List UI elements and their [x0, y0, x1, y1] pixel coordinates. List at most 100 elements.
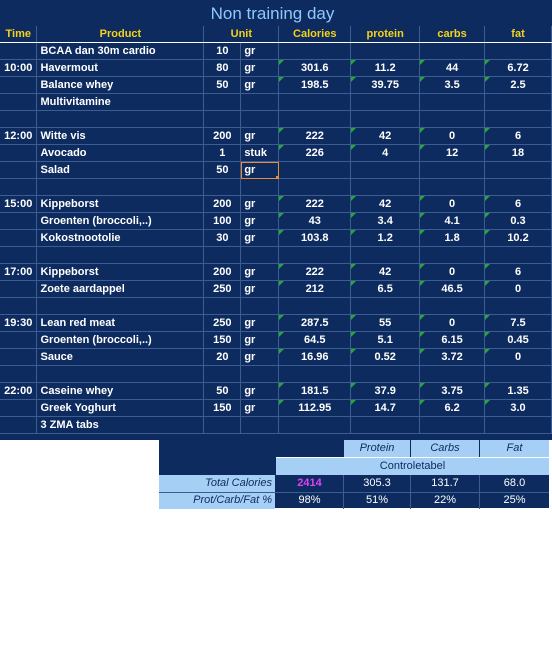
cell-fat[interactable]: 7.5	[484, 314, 552, 332]
cell-quantity[interactable]	[203, 93, 242, 111]
cell-unit[interactable]	[240, 297, 280, 315]
cell-protein[interactable]	[350, 365, 421, 383]
cell-unit[interactable]: gr	[240, 399, 280, 417]
cell-carbs[interactable]: 12	[419, 144, 486, 162]
cell-product[interactable]: Sauce	[36, 348, 205, 366]
cell-fat[interactable]: 6	[484, 263, 552, 281]
cell-unit[interactable]: gr	[240, 161, 280, 179]
cell-product[interactable]: Kippeborst	[36, 195, 205, 213]
cell-calories[interactable]: 198.5	[278, 76, 352, 94]
col-header-carbs[interactable]: carbs	[419, 26, 486, 43]
cell-product[interactable]: Kippeborst	[36, 263, 205, 281]
cell-calories[interactable]	[278, 297, 352, 315]
cell-protein[interactable]: 42	[350, 127, 421, 145]
cell-product[interactable]: Greek Yoghurt	[36, 399, 205, 417]
cell-calories[interactable]: 181.5	[278, 382, 352, 400]
total-protein-value[interactable]: 305.3	[363, 477, 391, 489]
cell-quantity[interactable]: 100	[203, 212, 242, 230]
cell-protein[interactable]	[350, 93, 421, 111]
cell-quantity[interactable]: 10	[203, 42, 242, 60]
cell-unit[interactable]	[240, 416, 280, 434]
cell-carbs[interactable]: 0	[419, 127, 486, 145]
cell-time[interactable]	[0, 42, 38, 60]
cell-protein[interactable]: 42	[350, 195, 421, 213]
cell-quantity[interactable]: 200	[203, 263, 242, 281]
cell-time[interactable]: 19:30	[0, 314, 38, 332]
cell-product[interactable]: Caseine whey	[36, 382, 205, 400]
cell-time[interactable]	[0, 348, 38, 366]
cell-carbs[interactable]: 3.75	[419, 382, 486, 400]
pct-total-value[interactable]: 98%	[298, 494, 321, 506]
cell-calories[interactable]	[278, 93, 352, 111]
cell-quantity[interactable]: 250	[203, 280, 242, 298]
cell-calories[interactable]	[278, 178, 352, 196]
cell-product[interactable]	[36, 246, 205, 264]
cell-calories[interactable]: 222	[278, 127, 352, 145]
cell-quantity[interactable]: 50	[203, 161, 242, 179]
cell-calories[interactable]: 103.8	[278, 229, 352, 247]
cell-fat[interactable]: 0.45	[484, 331, 552, 349]
cell-time[interactable]: 15:00	[0, 195, 38, 213]
cell-carbs[interactable]: 6.15	[419, 331, 486, 349]
cell-product[interactable]	[36, 110, 205, 128]
pct-fat-value[interactable]: 25%	[503, 494, 526, 506]
cell-quantity[interactable]	[203, 178, 242, 196]
cell-product[interactable]: Witte vis	[36, 127, 205, 145]
cell-carbs[interactable]: 1.8	[419, 229, 486, 247]
cell-product[interactable]: Groenten (broccoli,..)	[36, 331, 205, 349]
cell-unit[interactable]	[240, 365, 280, 383]
cell-calories[interactable]: 287.5	[278, 314, 352, 332]
cell-carbs[interactable]	[419, 42, 486, 60]
cell-unit[interactable]	[240, 246, 280, 264]
cell-product[interactable]: Avocado	[36, 144, 205, 162]
cell-calories[interactable]: 112.95	[278, 399, 352, 417]
cell-fat[interactable]	[484, 42, 552, 60]
cell-product[interactable]	[36, 297, 205, 315]
cell-calories[interactable]: 301.6	[278, 59, 352, 77]
cell-unit[interactable]: gr	[240, 42, 280, 60]
cell-fat[interactable]	[484, 161, 552, 179]
cell-product[interactable]: Salad	[36, 161, 205, 179]
cell-fat[interactable]	[484, 297, 552, 315]
cell-calories[interactable]: 16.96	[278, 348, 352, 366]
cell-carbs[interactable]: 0	[419, 263, 486, 281]
pct-label[interactable]: Prot/Carb/Fat %	[159, 492, 275, 509]
cell-unit[interactable]: gr	[240, 127, 280, 145]
cell-unit[interactable]: gr	[240, 59, 280, 77]
cell-protein[interactable]: 0.52	[350, 348, 421, 366]
cell-calories[interactable]	[278, 161, 352, 179]
cell-unit[interactable]: gr	[240, 348, 280, 366]
cell-time[interactable]	[0, 76, 38, 94]
cell-unit[interactable]: gr	[240, 263, 280, 281]
cell-calories[interactable]	[278, 110, 352, 128]
cell-calories[interactable]: 226	[278, 144, 352, 162]
cell-calories[interactable]: 43	[278, 212, 352, 230]
cell-time[interactable]	[0, 365, 38, 383]
cell-carbs[interactable]	[419, 416, 486, 434]
cell-product[interactable]: BCAA dan 30m cardio	[36, 42, 205, 60]
cell-quantity[interactable]	[203, 416, 242, 434]
cell-unit[interactable]: gr	[240, 382, 280, 400]
cell-fat[interactable]: 0.3	[484, 212, 552, 230]
cell-fat[interactable]: 1.35	[484, 382, 552, 400]
cell-quantity[interactable]: 200	[203, 195, 242, 213]
col-header-unit[interactable]: Unit	[203, 26, 280, 43]
cell-fat[interactable]: 6	[484, 195, 552, 213]
cell-calories[interactable]	[278, 365, 352, 383]
cell-quantity[interactable]: 50	[203, 382, 242, 400]
cell-protein[interactable]: 6.5	[350, 280, 421, 298]
cell-unit[interactable]	[240, 93, 280, 111]
cell-fat[interactable]: 0	[484, 280, 552, 298]
cell-product[interactable]: Lean red meat	[36, 314, 205, 332]
total-fat-value[interactable]: 68.0	[503, 477, 526, 489]
cell-calories[interactable]	[278, 42, 352, 60]
cell-unit[interactable]: gr	[240, 331, 280, 349]
col-header-time[interactable]: Time	[0, 26, 38, 43]
cell-protein[interactable]	[350, 161, 421, 179]
col-header-protein[interactable]: protein	[350, 26, 421, 43]
cell-product[interactable]: Groenten (broccoli,..)	[36, 212, 205, 230]
cell-protein[interactable]: 39.75	[350, 76, 421, 94]
cell-time[interactable]	[0, 416, 38, 434]
cell-protein[interactable]: 5.1	[350, 331, 421, 349]
cell-protein[interactable]: 3.4	[350, 212, 421, 230]
